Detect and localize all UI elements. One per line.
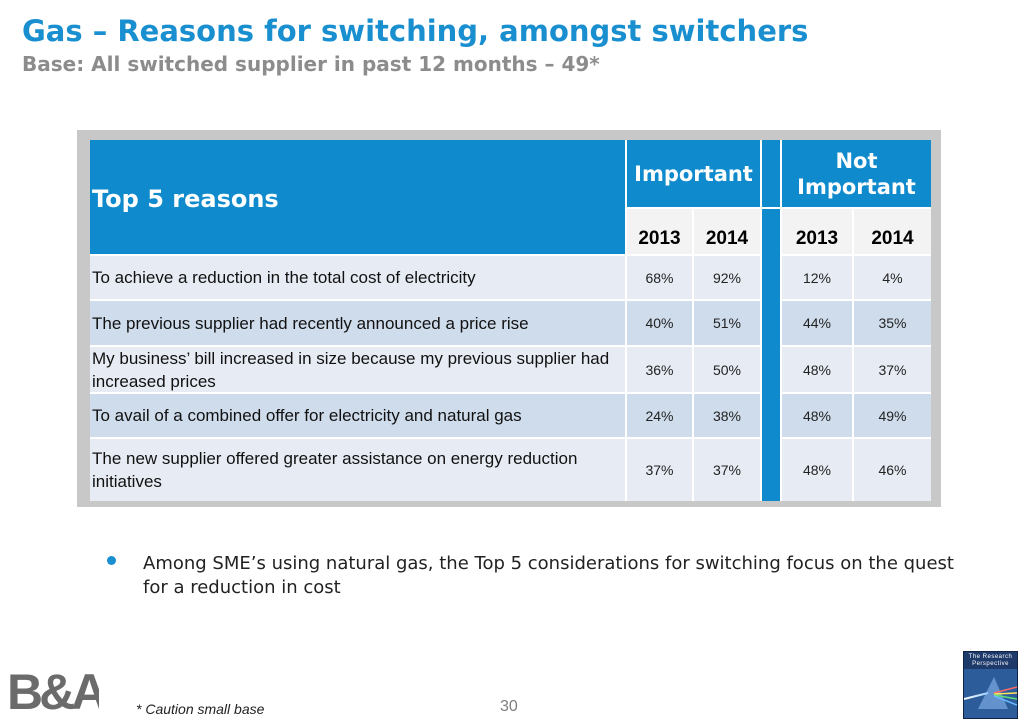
group-separator-column [762,209,780,501]
table-cell-value: 35% [854,301,931,345]
footnote-marker: * [136,701,142,717]
bullet-dot [107,556,116,565]
research-perspective-logo-text: The Research Perspective [968,654,1013,667]
table-cell-value: 38% [694,394,760,437]
table-cell-value: 4% [854,256,931,299]
table-cell-value: 44% [782,301,852,345]
table-cell-value: 49% [854,394,931,437]
row-header-label: Top 5 reasons [90,140,625,254]
table-cell-value: 68% [627,256,692,299]
table-cell-value: 40% [627,301,692,345]
table-row-label: My business’ bill increased in size beca… [90,347,625,392]
prism-icon [964,669,1017,718]
table-cell-value: 51% [694,301,760,345]
table-cell-value: 37% [854,347,931,392]
research-perspective-logo: The Research Perspective [963,651,1018,719]
year-header-important-2013: 2013 [627,209,692,254]
important-group-header: Important [627,140,760,207]
year-header-not-important-2013: 2013 [782,209,852,254]
table-row-label: To avail of a combined offer for electri… [90,394,625,437]
year-header-important-2014: 2014 [694,209,760,254]
slide-title: Gas – Reasons for switching, amongst swi… [22,14,809,48]
summary-bullet: Among SME’s using natural gas, the Top 5… [143,553,954,598]
page-number: 30 [500,698,518,715]
footnote-text: Caution small base [145,701,265,717]
slide-subtitle: Base: All switched supplier in past 12 m… [22,52,600,76]
table-row-label: To achieve a reduction in the total cost… [90,256,625,299]
table-cell-value: 24% [627,394,692,437]
table-row-label: The new supplier offered greater assista… [90,439,625,501]
table-cell-value: 46% [854,439,931,501]
table-cell-value: 48% [782,439,852,501]
table-cell-value: 92% [694,256,760,299]
table-cell-value: 48% [782,394,852,437]
footnote: * Caution small base [136,701,264,717]
table-cell-value: 48% [782,347,852,392]
table-cell-value: 50% [694,347,760,392]
table-cell-value: 36% [627,347,692,392]
table-row-label: The previous supplier had recently annou… [90,301,625,345]
ba-logo: B&A [7,663,110,720]
reasons-table: Top 5 reasons Important Not Important 20… [90,140,931,501]
table-cell-value: 37% [694,439,760,501]
table-cell-value: 12% [782,256,852,299]
not-important-group-header: Not Important [782,140,931,207]
ba-logo-text: B&A [7,664,99,715]
table-frame: Top 5 reasons Important Not Important 20… [77,130,941,507]
year-header-not-important-2014: 2014 [854,209,931,254]
group-separator [762,140,780,207]
table-cell-value: 37% [627,439,692,501]
